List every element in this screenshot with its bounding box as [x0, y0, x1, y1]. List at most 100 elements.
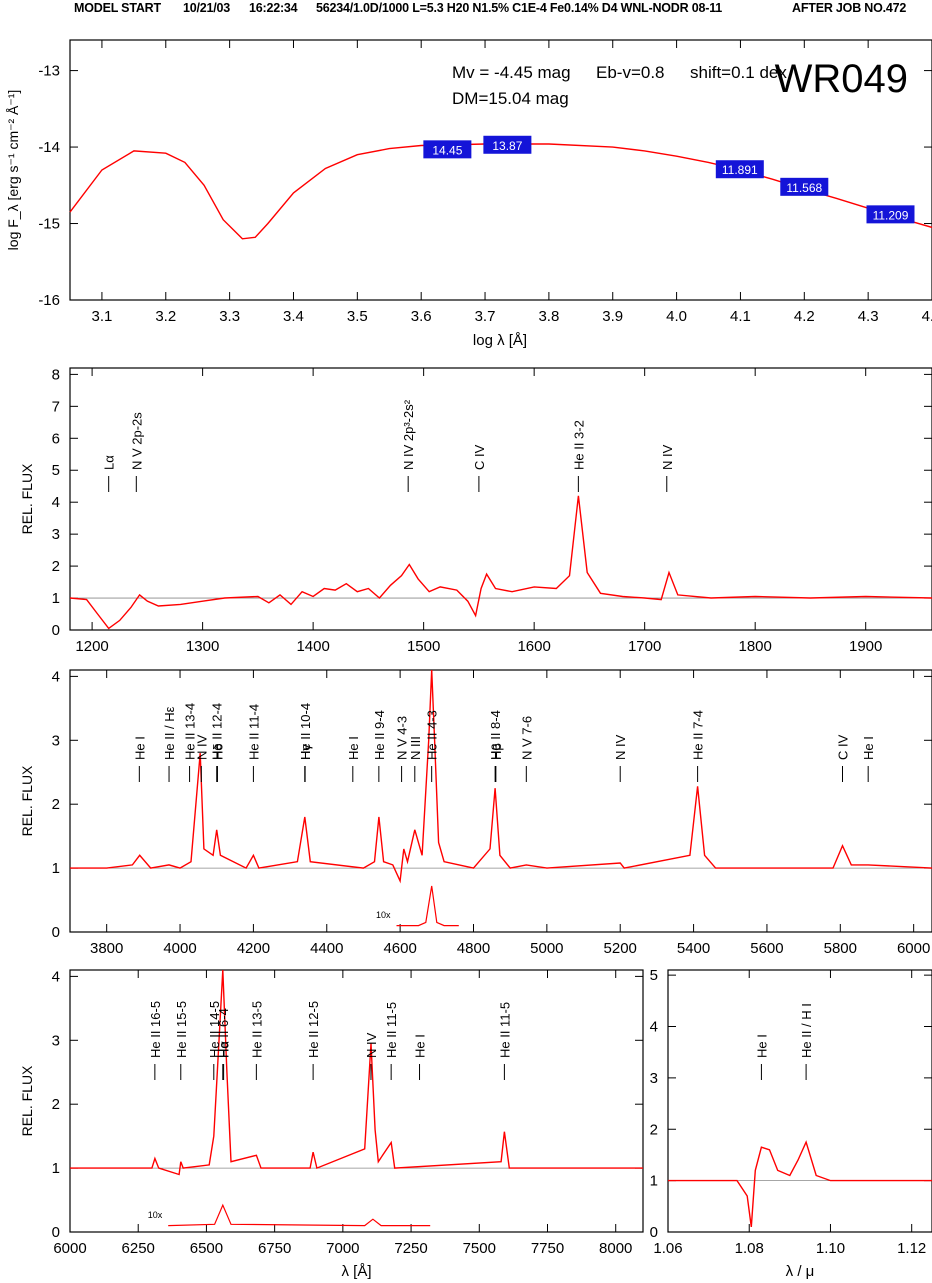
uv-panel: 1200 1300 1400 1500 1600 1700 1800 1900 0 1 2 3 4 5 6 7…: [19, 366, 932, 655]
x-tick-label: 1800: [738, 638, 771, 655]
line-id-label: He II 11-5: [497, 1002, 512, 1058]
x-tick-label: 5600: [750, 940, 783, 957]
y-tick-label: 3: [52, 732, 60, 749]
x-tick-label: 3.4: [283, 308, 304, 325]
model-line: [70, 495, 932, 630]
header-date: 10/21/03: [183, 1, 231, 15]
x-tick-label: 1200: [75, 638, 108, 655]
x-tick-label: 3.9: [602, 308, 623, 325]
x-axis-label: λ / μ: [786, 1263, 815, 1280]
y-axis-label: REL. FLUX: [19, 463, 35, 534]
x-tick-label: 8000: [599, 1240, 632, 1257]
red-panel: 6000 6250 6500 6750 7000 7250 7500 7750 8000 0 1 2 3…: [19, 968, 644, 1280]
line-id-label: He I: [861, 736, 876, 760]
y-tick-label: 7: [52, 398, 60, 415]
photometry-box: [780, 177, 829, 196]
annotation-dm: DM=15.04 mag: [452, 89, 569, 108]
ir-frame: [667, 969, 932, 1233]
ir-panel: 1.06 1.08 1.10 1.12 0 1 2 3 4 5 He I He II / H I λ /…: [650, 967, 932, 1280]
y-axis-label: REL. FLUX: [19, 765, 35, 836]
line-id-label: N V 2p-2s: [129, 412, 144, 470]
line-id-label: N IV: [364, 1032, 379, 1058]
x-tick-label: 3.8: [538, 308, 559, 325]
x-tick-label: 1700: [628, 638, 661, 655]
sed-panel: 3.1 3.2 3.3 3.4 3.5 3.6 3.7 3.8 3.9 4.0 4.1 4.2 4.3 4…: [5, 39, 932, 349]
x-tick-label: 3.7: [475, 308, 496, 325]
annotation-ebv: Eb-v=0.8: [596, 63, 665, 82]
x-tick-label: 1600: [517, 638, 550, 655]
x-tick-label: 7000: [326, 1240, 359, 1257]
y-tick-label: 3: [52, 526, 60, 543]
x-tick-label: 4800: [457, 940, 490, 957]
x-tick-label: 6250: [122, 1240, 155, 1257]
line-id-label: He I: [413, 1034, 428, 1058]
photometry-label: 11.568: [786, 181, 822, 195]
x-tick-label: 1500: [407, 638, 440, 655]
line-id-label: N IV 2p³-2s²: [401, 399, 416, 470]
x-tick-label: 3.3: [219, 308, 240, 325]
photometry-box: [423, 140, 472, 159]
x-tick-label: 3.2: [155, 308, 176, 325]
inset-label: 10x: [148, 1210, 163, 1220]
y-tick-label: 1: [52, 590, 60, 607]
y-tick-label: 2: [52, 558, 60, 575]
x-axis-label: log λ [Å]: [473, 332, 527, 349]
model-line: [668, 1140, 932, 1227]
line-id-label: He II 13-5: [249, 1001, 264, 1058]
x-tick-label: 1.06: [653, 1240, 682, 1257]
annotation-mv: Mv = -4.45 mag: [452, 63, 571, 82]
x-tick-label: 3.5: [347, 308, 368, 325]
y-tick-label: 0: [52, 622, 60, 639]
x-tick-label: 4.2: [794, 308, 815, 325]
line-id-label: He I: [754, 1034, 769, 1058]
y-tick-label: -13: [38, 63, 60, 80]
line-id-label: He II 4-3: [425, 710, 440, 760]
inset-model-line: [396, 885, 459, 927]
y-tick-label: 0: [650, 1224, 658, 1241]
photometry-label: 11.209: [873, 208, 909, 222]
x-axis-label: λ [Å]: [341, 1263, 371, 1280]
y-tick-label: 2: [52, 796, 60, 813]
x-tick-label: 1400: [296, 638, 329, 655]
line-id-label: He II / H I: [799, 1003, 814, 1058]
x-tick-label: 7750: [531, 1240, 564, 1257]
photometry-box: [715, 160, 764, 179]
x-tick-label: 3.1: [91, 308, 112, 325]
x-tick-label: 1.08: [735, 1240, 764, 1257]
line-id-label: He II / Hε: [162, 706, 177, 760]
optical-frame: [69, 669, 932, 933]
line-id-label: He II 11-4: [246, 704, 261, 760]
photometry-label: 13.87: [492, 139, 522, 153]
photometry-box: [483, 135, 532, 154]
y-tick-label: 4: [650, 1019, 658, 1036]
line-id-label: He II 9-4: [372, 710, 387, 760]
line-id-label: N IV: [194, 734, 209, 760]
annotation-shift: shift=0.1 dex: [690, 63, 787, 82]
x-tick-label: 1300: [186, 638, 219, 655]
x-tick-label: 4.4: [922, 308, 932, 325]
y-tick-label: 4: [52, 668, 60, 685]
x-tick-label: 4.1: [730, 308, 751, 325]
line-id-label: He II 8-4: [488, 710, 503, 760]
x-tick-label: 6000: [53, 1240, 86, 1257]
y-tick-label: 3: [52, 1032, 60, 1049]
model-line: [70, 670, 932, 884]
inset-label: 10x: [376, 910, 391, 920]
header-time: 16:22:34: [249, 1, 298, 15]
x-tick-label: 5400: [677, 940, 710, 957]
line-id-label: Hγ: [298, 744, 313, 760]
model-line: [70, 970, 643, 1176]
line-id-label: C IV: [472, 444, 487, 470]
line-id-label: He II 11-5: [384, 1002, 399, 1058]
x-tick-label: 4200: [237, 940, 270, 957]
photometry-box: [866, 205, 915, 224]
line-id-label: N IV: [660, 444, 675, 470]
y-axis-label: REL. FLUX: [19, 1065, 35, 1136]
y-tick-label: 5: [52, 462, 60, 479]
line-id-label: He II 15-5: [174, 1001, 189, 1058]
line-id-label: N V 4-3: [395, 716, 410, 760]
x-tick-label: 4.3: [858, 308, 879, 325]
x-tick-label: 6750: [258, 1240, 291, 1257]
x-tick-label: 1900: [849, 638, 882, 655]
